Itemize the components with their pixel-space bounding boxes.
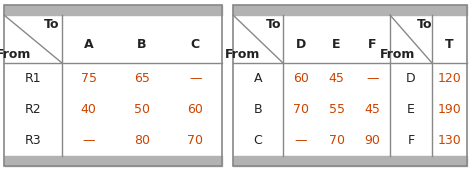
Text: —: — xyxy=(189,72,202,85)
Text: To: To xyxy=(266,18,282,31)
Text: 70: 70 xyxy=(187,134,203,147)
Text: R3: R3 xyxy=(24,134,41,147)
Text: 60: 60 xyxy=(187,103,203,116)
Text: From: From xyxy=(225,48,260,61)
Text: 70: 70 xyxy=(328,134,344,147)
Bar xyxy=(233,5,467,15)
Text: To: To xyxy=(44,18,60,31)
Text: T: T xyxy=(445,38,454,51)
Text: 45: 45 xyxy=(329,72,344,85)
Text: C: C xyxy=(191,38,200,51)
Text: R1: R1 xyxy=(24,72,41,85)
Text: —: — xyxy=(82,134,95,147)
Text: B: B xyxy=(137,38,147,51)
Text: 45: 45 xyxy=(364,103,380,116)
Text: —: — xyxy=(366,72,378,85)
Text: From: From xyxy=(0,48,32,61)
Bar xyxy=(4,5,222,166)
Text: 90: 90 xyxy=(364,134,380,147)
Text: F: F xyxy=(368,38,376,51)
Text: —: — xyxy=(294,134,307,147)
Bar xyxy=(4,156,222,166)
Text: B: B xyxy=(254,103,262,116)
Text: E: E xyxy=(332,38,341,51)
Bar xyxy=(233,5,467,166)
Text: R2: R2 xyxy=(24,103,41,116)
Text: F: F xyxy=(407,134,414,147)
Text: 65: 65 xyxy=(134,72,150,85)
Bar xyxy=(233,156,467,166)
Text: 60: 60 xyxy=(293,72,309,85)
Text: 75: 75 xyxy=(81,72,97,85)
Text: From: From xyxy=(380,48,416,61)
Text: 55: 55 xyxy=(328,103,344,116)
Text: To: To xyxy=(417,18,433,31)
Text: 190: 190 xyxy=(438,103,462,116)
Text: 80: 80 xyxy=(134,134,150,147)
Text: D: D xyxy=(296,38,306,51)
Text: A: A xyxy=(84,38,93,51)
Text: 50: 50 xyxy=(134,103,150,116)
Bar xyxy=(4,5,222,15)
Text: A: A xyxy=(254,72,262,85)
Text: C: C xyxy=(253,134,262,147)
Text: D: D xyxy=(406,72,416,85)
Text: E: E xyxy=(407,103,415,116)
Text: 40: 40 xyxy=(81,103,97,116)
Text: 130: 130 xyxy=(438,134,462,147)
Text: 120: 120 xyxy=(438,72,462,85)
Text: 70: 70 xyxy=(293,103,309,116)
